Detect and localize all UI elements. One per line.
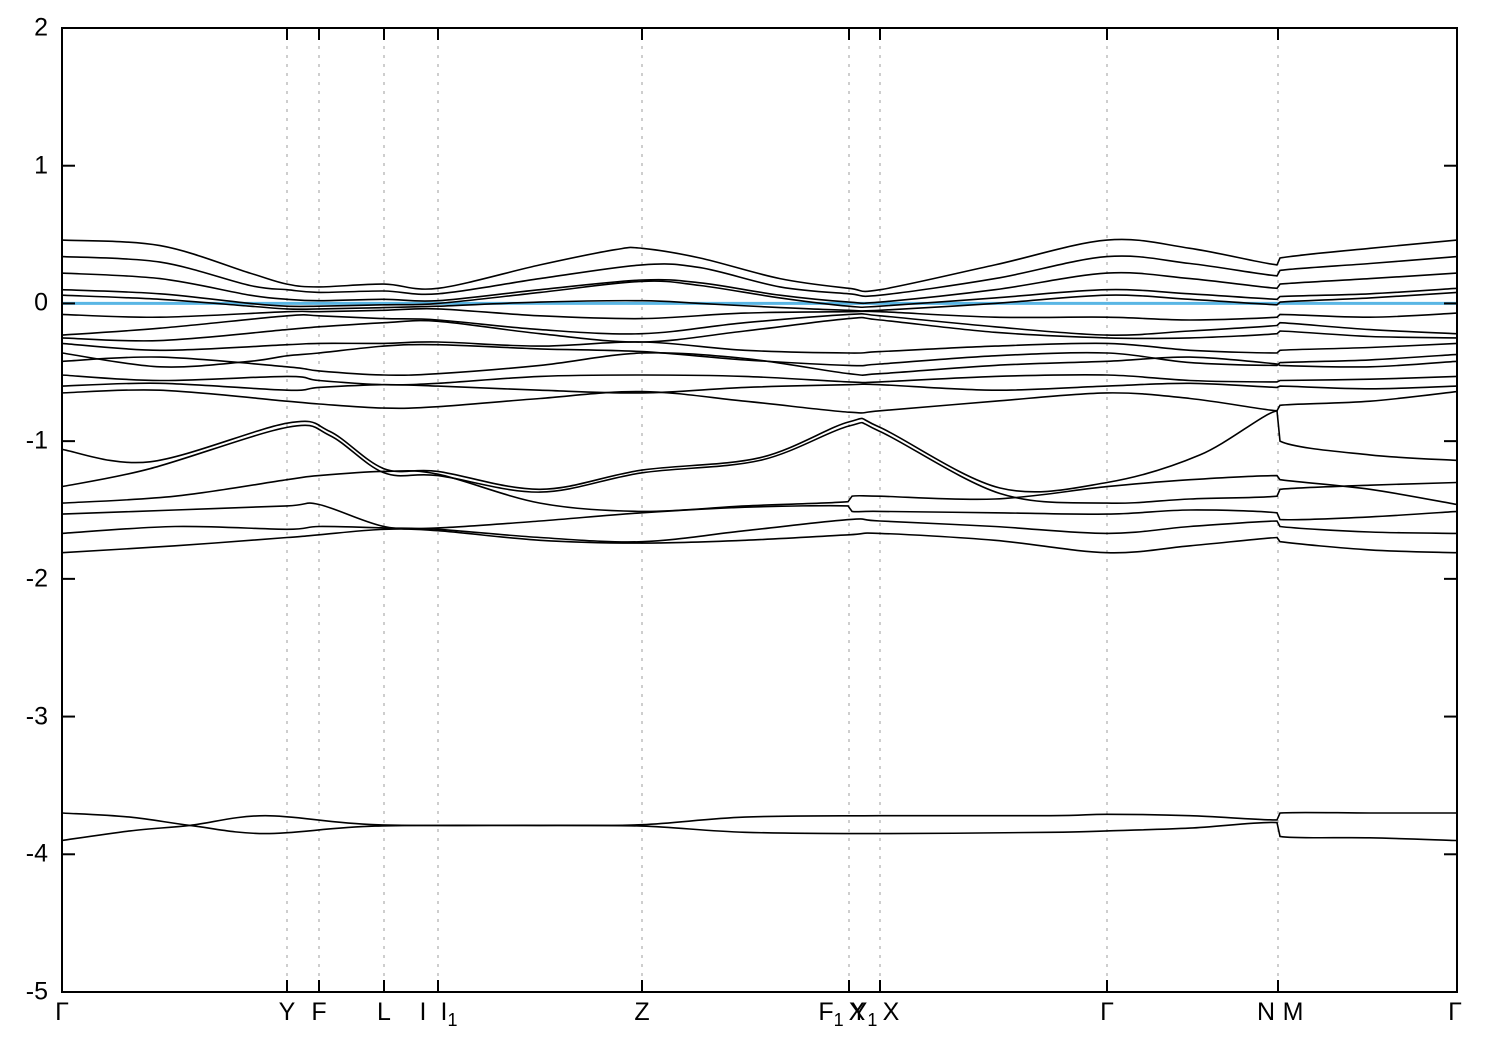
y-tick-label: -4 bbox=[25, 839, 48, 868]
band-curve bbox=[61, 518, 1458, 543]
x-kpoint-label: I1 bbox=[440, 998, 458, 1030]
band-curve bbox=[61, 255, 1458, 298]
x-kpoint-label: Γ bbox=[55, 998, 69, 1026]
band-curve bbox=[61, 316, 1458, 343]
band-curve bbox=[61, 421, 1458, 505]
y-tick-label: -2 bbox=[25, 564, 48, 593]
x-kpoint-label-subscript: 1 bbox=[447, 1010, 458, 1030]
band-curve bbox=[61, 382, 1458, 394]
x-kpoint-label: X bbox=[848, 998, 866, 1026]
x-kpoint-label: Γ bbox=[1100, 998, 1114, 1026]
band-curve bbox=[61, 280, 1458, 309]
y-tick-label: 2 bbox=[34, 13, 48, 42]
x-kpoint-label: Y1 bbox=[850, 998, 878, 1030]
band-curve bbox=[61, 389, 1458, 414]
band-curve bbox=[61, 409, 1458, 493]
band-curve bbox=[61, 343, 1458, 368]
x-kpoint-label: L bbox=[377, 998, 391, 1026]
y-tick-label: -1 bbox=[25, 426, 48, 455]
y-tick-label: 1 bbox=[34, 151, 48, 180]
x-kpoint-label: F1 bbox=[818, 998, 844, 1030]
y-tick-label: 0 bbox=[34, 288, 48, 317]
band-curve bbox=[61, 341, 1458, 354]
band-curve bbox=[61, 291, 1458, 312]
x-kpoint-label: Z bbox=[634, 998, 650, 1026]
x-kpoint-label: Γ bbox=[1448, 998, 1462, 1026]
x-kpoint-label: F bbox=[311, 998, 327, 1026]
band-curve bbox=[61, 528, 1458, 554]
y-tick-label: -3 bbox=[25, 702, 48, 731]
band-curve bbox=[61, 502, 1458, 530]
band-curve bbox=[61, 374, 1458, 386]
x-kpoint-label: N bbox=[1256, 998, 1276, 1026]
x-kpoint-label: M bbox=[1282, 998, 1304, 1026]
band-curve bbox=[61, 814, 1458, 842]
band-curve bbox=[61, 811, 1457, 835]
band-curve bbox=[61, 352, 1458, 377]
band-curve bbox=[61, 271, 1458, 305]
band-curve bbox=[61, 469, 1458, 513]
band-curve bbox=[61, 238, 1458, 293]
y-tick-label: -5 bbox=[25, 977, 48, 1006]
band-curve bbox=[61, 313, 1458, 336]
x-kpoint-label: X bbox=[882, 998, 900, 1026]
x-kpoint-label-subscript: 1 bbox=[867, 1010, 878, 1030]
x-kpoint-label: I bbox=[419, 998, 427, 1026]
band-curve bbox=[61, 307, 1458, 321]
x-kpoint-label-subscript: 1 bbox=[833, 1010, 844, 1030]
plot-border bbox=[61, 27, 1458, 993]
x-kpoint-label: Y bbox=[278, 998, 296, 1026]
